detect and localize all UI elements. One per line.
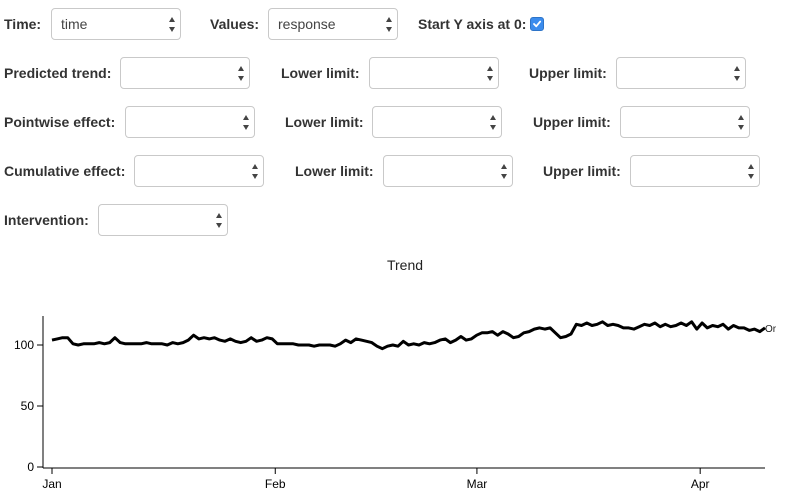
- time-label: Time:: [4, 16, 42, 32]
- cumulative-lower-limit-select[interactable]: [383, 155, 513, 187]
- pointwise-upper-limit-select[interactable]: [620, 106, 750, 138]
- predicted-upper-limit-label: Upper limit:: [529, 65, 607, 81]
- x-tick-label: Feb: [265, 477, 286, 491]
- predicted-lower-limit-label: Lower limit:: [281, 65, 360, 81]
- checkmark-icon: [533, 20, 542, 28]
- values-select[interactable]: response: [268, 8, 398, 40]
- select-arrows-icon: [737, 115, 744, 130]
- select-arrows-icon: [733, 66, 740, 81]
- intervention-label: Intervention:: [4, 212, 89, 228]
- predicted-trend-label: Predicted trend:: [4, 65, 112, 81]
- pointwise-lower-limit-select[interactable]: [372, 106, 502, 138]
- pointwise-lower-limit-label: Lower limit:: [285, 114, 364, 130]
- select-arrows-icon: [747, 164, 754, 179]
- chart-title: Trend: [387, 257, 423, 273]
- pointwise-effect-select[interactable]: [125, 106, 255, 138]
- time-select-value: time: [61, 16, 88, 32]
- time-select[interactable]: time: [51, 8, 181, 40]
- select-arrows-icon: [242, 115, 249, 130]
- predicted-trend-select[interactable]: [120, 57, 250, 89]
- cumulative-effect-label: Cumulative effect:: [4, 163, 126, 179]
- trend-chart: Trend 0 50 100 Jan Feb Mar Apr Or: [14, 257, 777, 491]
- select-arrows-icon: [215, 213, 222, 228]
- y-tick-label: 50: [21, 399, 35, 413]
- select-arrows-icon: [486, 66, 493, 81]
- x-tick-label: Mar: [467, 477, 488, 491]
- predicted-upper-limit-select[interactable]: [616, 57, 746, 89]
- predicted-lower-limit-select[interactable]: [369, 57, 499, 89]
- values-label: Values:: [210, 16, 260, 32]
- pointwise-upper-limit-label: Upper limit:: [533, 114, 611, 130]
- pointwise-effect-label: Pointwise effect:: [4, 114, 116, 130]
- cumulative-lower-limit-label: Lower limit:: [295, 163, 374, 179]
- select-arrows-icon: [385, 17, 392, 32]
- select-arrows-icon: [251, 164, 258, 179]
- series-line: [51, 320, 766, 351]
- select-arrows-icon: [237, 66, 244, 81]
- cumulative-effect-select[interactable]: [134, 155, 264, 187]
- y-tick-label: 0: [27, 460, 34, 474]
- select-arrows-icon: [168, 17, 175, 32]
- x-axis: Jan Feb Mar Apr: [42, 467, 765, 491]
- y-tick-label: 100: [14, 338, 34, 352]
- cumulative-upper-limit-select[interactable]: [630, 155, 760, 187]
- x-tick-label: Apr: [691, 477, 710, 491]
- intervention-select[interactable]: [98, 204, 228, 236]
- x-tick-label: Jan: [42, 477, 61, 491]
- series-end-label: Or: [765, 324, 777, 335]
- start-y-axis-label: Start Y axis at 0:: [418, 16, 527, 32]
- start-y-axis-checkbox[interactable]: [530, 17, 544, 31]
- cumulative-upper-limit-label: Upper limit:: [543, 163, 621, 179]
- select-arrows-icon: [489, 115, 496, 130]
- y-axis: 0 50 100: [14, 316, 44, 474]
- select-arrows-icon: [500, 164, 507, 179]
- values-select-value: response: [278, 16, 336, 32]
